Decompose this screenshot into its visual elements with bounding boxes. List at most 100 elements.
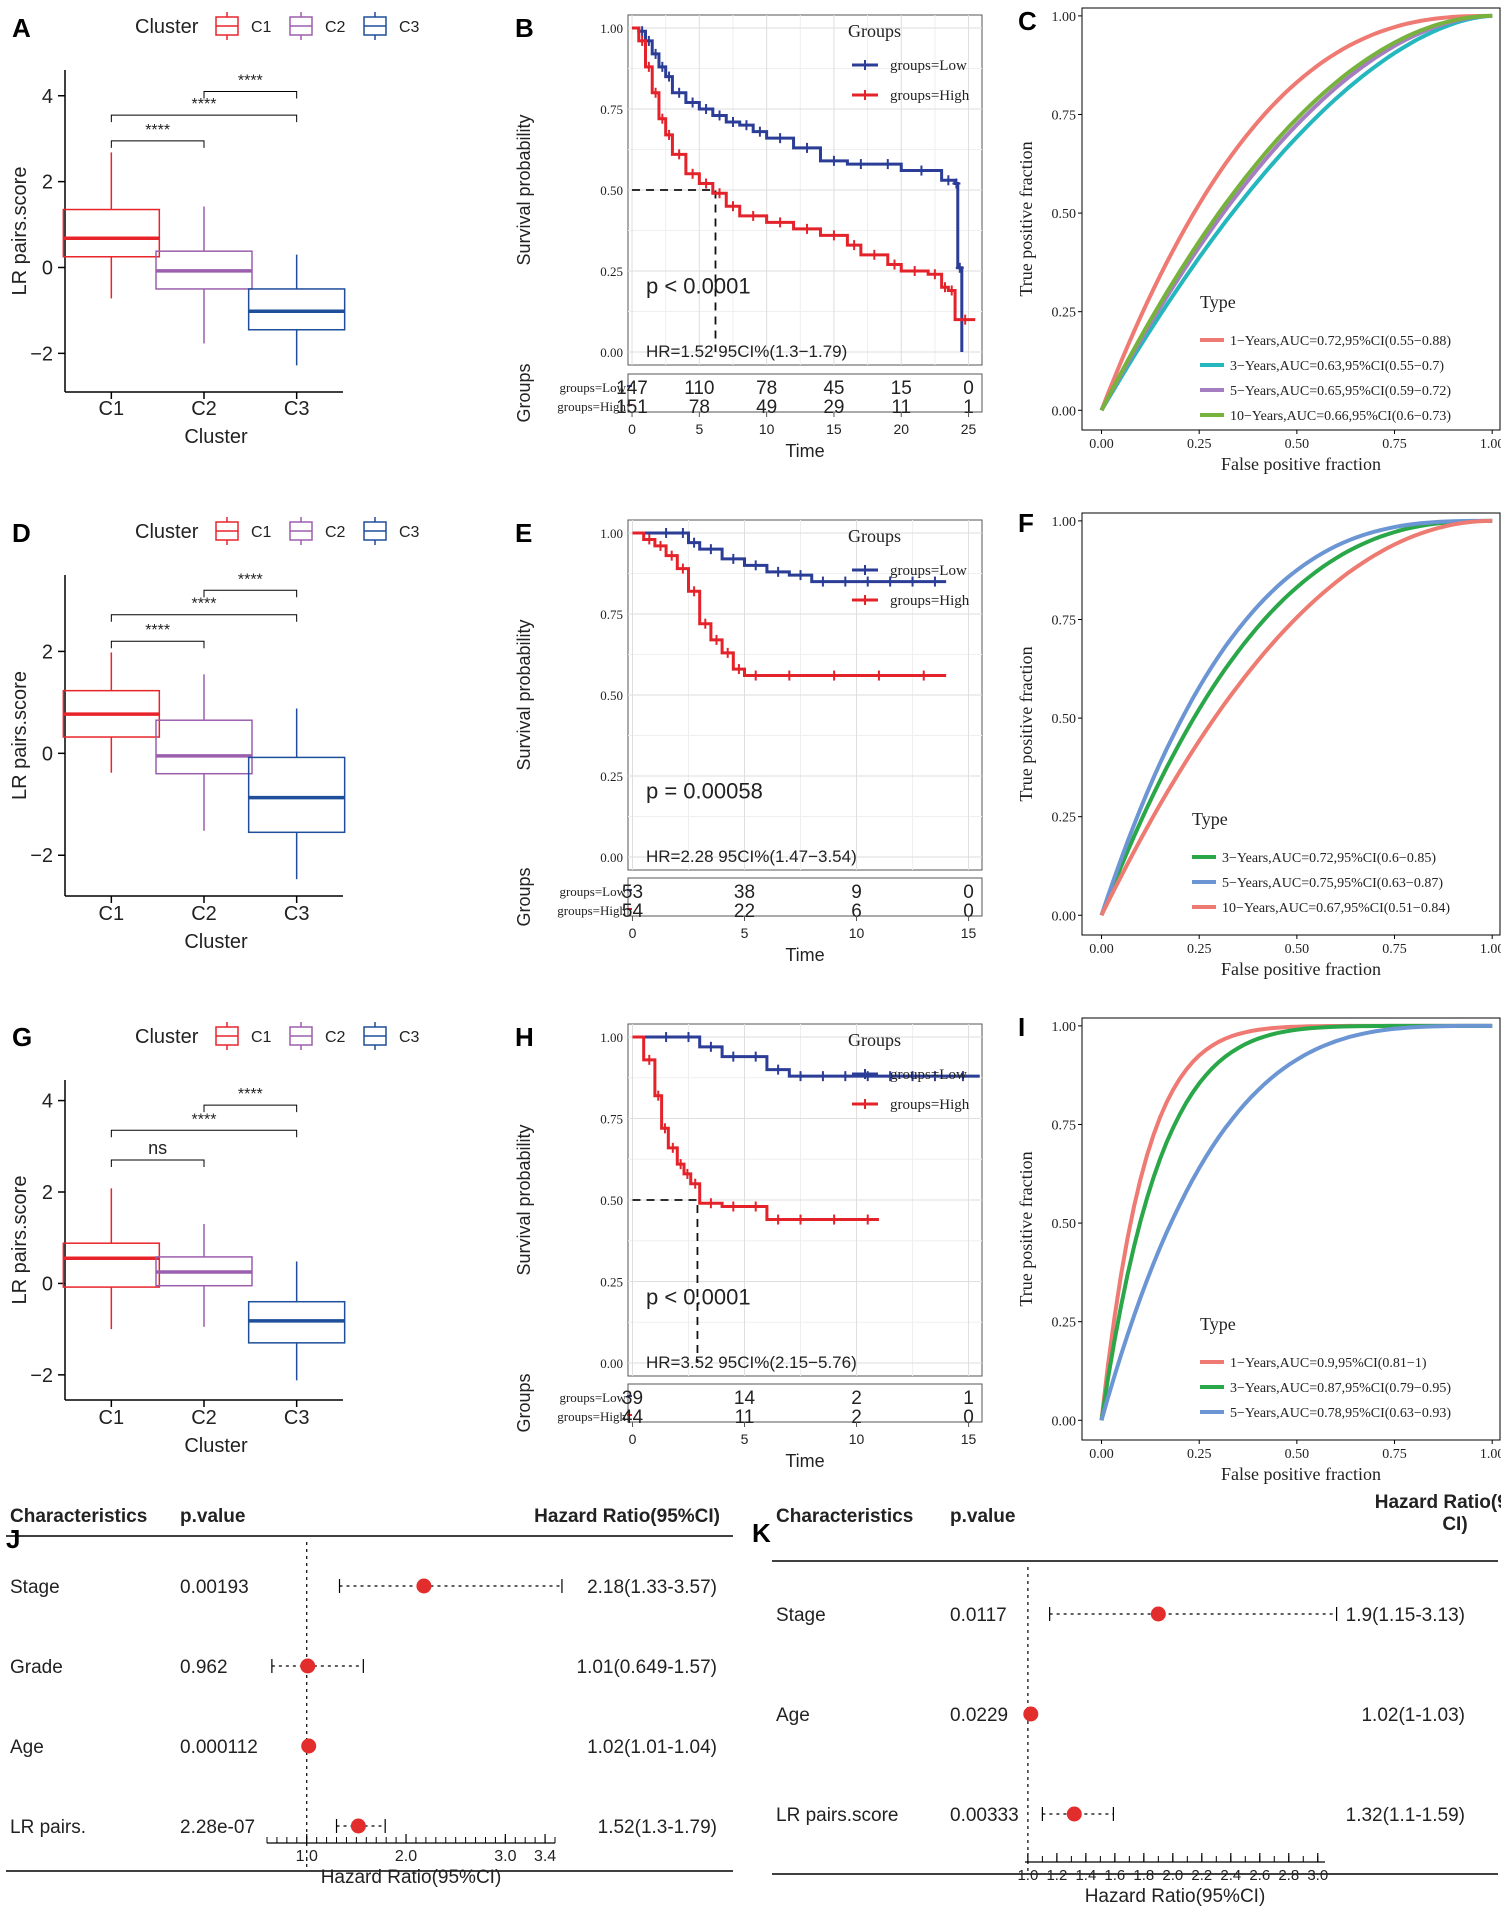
y-tick-label: 4 (42, 1091, 53, 1113)
risk-value: 78 (756, 378, 777, 399)
hazard-ratio-point (1066, 1806, 1082, 1822)
significance-bracket: **** (203, 72, 298, 99)
legend-label: groups=High (890, 1097, 970, 1113)
row-pvalue: 2.28e-07 (180, 1817, 255, 1838)
roc-curve (1099, 518, 1493, 917)
forest-row: Age 0.0229 1.02(1-1.03) (776, 1705, 1465, 1726)
row-hazard-ratio: 1.02(1-1.03) (1361, 1705, 1465, 1726)
y-tick-label: 4 (42, 86, 53, 108)
box-c2 (155, 674, 253, 831)
risk-value: 1 (963, 397, 974, 418)
x-tick-label: 2.6 (1249, 1867, 1270, 1884)
x-tick-label: 0.00 (1089, 942, 1114, 957)
panel-letter-f: F (1018, 508, 1034, 538)
legend-label: 3−Years,AUC=0.63,95%CI(0.55−0.7) (1230, 359, 1444, 374)
legend: Cluster C1 C2 C3 (135, 12, 420, 40)
legend-label: C1 (251, 1029, 272, 1046)
y-axis-title: LR pairs.score (9, 167, 31, 296)
x-tick-label: 0 (628, 421, 636, 437)
x-tick-label: 5 (741, 1431, 749, 1447)
panel-j: Characteristics p.value Hazard Ratio(95%CI… (6, 1506, 733, 1888)
x-tick-label: 0.75 (1382, 1447, 1407, 1462)
row-pvalue: 0.00333 (950, 1805, 1019, 1826)
km-curve-low (632, 527, 947, 587)
y-tick-label: 0.25 (1052, 306, 1077, 321)
x-tick-label: 0.50 (1285, 1447, 1310, 1462)
box-c3 (247, 254, 346, 366)
header-hazard-ratio: Hazard Ratio(95%CI) (534, 1506, 720, 1527)
header-pvalue: p.value (950, 1506, 1015, 1527)
x-axis-title: Hazard Ratio(95%CI) (321, 1867, 502, 1888)
hazard-ratio-point (1023, 1706, 1039, 1722)
roc-curve (1099, 13, 1493, 412)
row-hazard-ratio: 1.02(1.01-1.04) (587, 1737, 717, 1758)
panel-a: 4 2 0 −2 C1 C2 C3 Cluster LR pairs.score **** ****… (9, 12, 420, 448)
legend-title: Groups (848, 21, 901, 41)
km-step-line (632, 26, 964, 353)
risk-value: 11 (891, 397, 911, 418)
legend-label: 1−Years,AUC=0.9,95%CI(0.81−1) (1230, 1356, 1427, 1371)
x-tick-label: 25 (961, 421, 977, 437)
x-tick-label: 0.00 (1089, 437, 1114, 452)
y-tick-label: 1.00 (600, 526, 623, 541)
risk-table-title: Groups (514, 363, 534, 422)
legend-label: 5−Years,AUC=0.75,95%CI(0.63−0.87) (1222, 876, 1443, 891)
km-curve-high (632, 26, 976, 325)
risk-value: 45 (823, 378, 844, 399)
panel-g: 4 2 0 −2 C1 C2 C3 Cluster LR pairs.score ns **** **… (9, 1022, 420, 1457)
legend-label: C1 (251, 19, 272, 36)
y-tick-label: 0.75 (1052, 1118, 1077, 1133)
km-curve-low (632, 1032, 980, 1082)
risk-value: 14 (734, 1388, 756, 1409)
x-tick-label: 0.25 (1187, 1447, 1212, 1462)
y-tick-label: 0.00 (1052, 909, 1077, 924)
y-tick-label: 0.50 (600, 688, 623, 703)
x-tick-label: 15 (961, 1431, 977, 1447)
box-iqr (155, 719, 253, 775)
legend: Groups groups=Low groups=High (848, 526, 970, 609)
x-tick-label: C2 (191, 903, 217, 925)
row-characteristic: LR pairs.score (776, 1805, 899, 1826)
risk-value: 11 (735, 1407, 755, 1428)
box-iqr (62, 208, 161, 258)
x-axis: 1.0 2.0 3.0 3.4 Hazard Ratio(95%CI) (266, 1834, 556, 1888)
significance-bracket: **** (203, 571, 298, 598)
row-characteristic: Grade (10, 1657, 63, 1678)
bracket-label: ns (148, 1138, 167, 1158)
risk-value: 0 (963, 882, 974, 903)
hazard-ratio-point (300, 1658, 316, 1674)
hazard-ratio-point (350, 1818, 366, 1834)
significance-bracket: **** (110, 96, 298, 123)
legend-title: Cluster (135, 16, 199, 38)
plot-area (1081, 7, 1501, 431)
legend-label: C2 (325, 1029, 346, 1046)
y-tick-label: 2 (42, 172, 53, 194)
bracket-line (203, 1104, 298, 1113)
x-tick-label: 2.0 (395, 1848, 417, 1865)
panel-letter-e: E (515, 518, 532, 548)
y-tick-label: 0 (42, 257, 53, 279)
legend-label: groups=High (890, 593, 970, 609)
x-tick-label: 5 (695, 421, 703, 437)
y-tick-label: 0.50 (600, 1193, 623, 1208)
hazard-ratio-label: HR=2.28 95CI%(1.47−3.54) (646, 847, 857, 866)
x-tick-label: C2 (191, 1407, 217, 1429)
risk-value: 0 (963, 1407, 974, 1428)
x-tick-label: 3.4 (534, 1848, 556, 1865)
y-axis-title: LR pairs.score (9, 1176, 31, 1305)
x-tick-label: C1 (99, 398, 125, 420)
x-axis-title: Time (785, 1451, 824, 1471)
y-tick-label: 0.25 (1052, 811, 1077, 826)
forest-row: Stage 0.0117 1.9(1.15-3.13) (776, 1605, 1465, 1626)
forest-row: Stage 0.00193 2.18(1.33-3.57) (10, 1577, 717, 1598)
risk-value: 2 (851, 1388, 862, 1409)
legend-label: C2 (325, 19, 346, 36)
x-axis-title: Cluster (184, 426, 248, 448)
x-tick-label: C2 (191, 398, 217, 420)
x-tick-label: 0.50 (1285, 942, 1310, 957)
roc-curve (1099, 1023, 1493, 1421)
box-iqr (247, 288, 346, 331)
y-tick-label: 0.75 (600, 102, 623, 117)
x-axis-title: False positive fraction (1221, 454, 1381, 474)
